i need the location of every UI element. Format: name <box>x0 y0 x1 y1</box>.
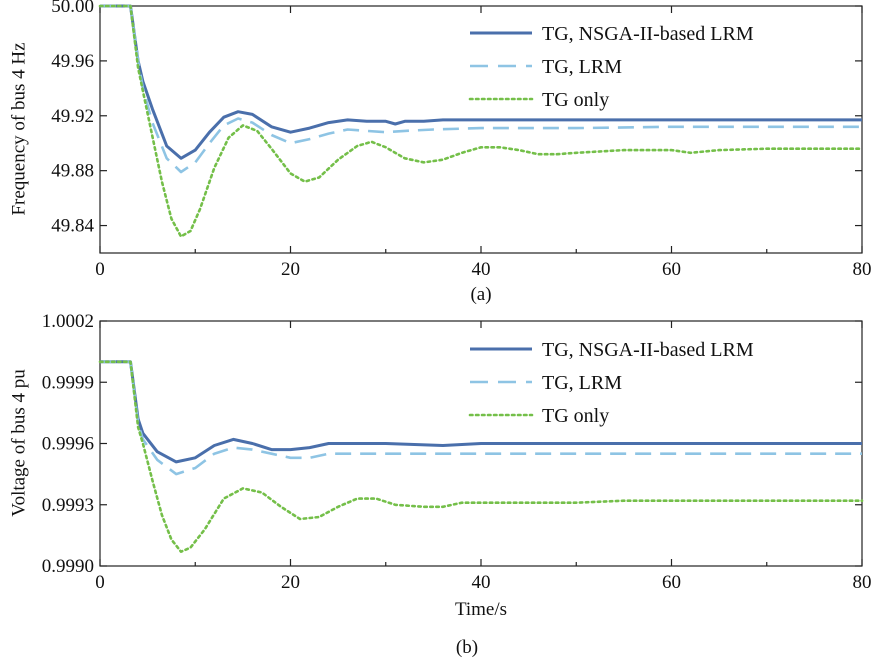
y-tick-label: 0.9996 <box>42 434 94 455</box>
caption-a: (a) <box>470 284 491 305</box>
series-line-dashed <box>100 360 862 476</box>
x-tick-label: 0 <box>95 259 105 280</box>
legend-label: TG only <box>542 405 609 427</box>
legend-b: TG, NSGA-II-based LRM TG, LRM TG only <box>468 339 754 427</box>
series-line-solid <box>100 4 862 160</box>
x-tick-label: 80 <box>853 572 872 593</box>
series-line-dashed <box>100 4 862 174</box>
legend-label: TG, LRM <box>542 372 622 394</box>
y-tick-label: 49.96 <box>51 51 94 72</box>
legend-label: TG, NSGA-II-based LRM <box>542 23 754 45</box>
series-line-solid <box>100 360 862 464</box>
legend-label: TG, NSGA-II-based LRM <box>542 339 754 361</box>
series-group-b <box>98 360 864 554</box>
y-axis-title-b: Voltage of bus 4 pu <box>8 369 29 517</box>
x-tick-label: 20 <box>281 572 300 593</box>
x-tick-label: 20 <box>281 259 300 280</box>
x-tick-label: 40 <box>472 259 491 280</box>
y-tick-label: 1.0002 <box>42 311 94 332</box>
y-tick-label: 49.88 <box>51 161 94 182</box>
y-tick-label: 0.9999 <box>42 372 94 393</box>
ticks-b: 0 20 40 60 80 1.0002 0.9999 0.9996 0.9993 0.9990 <box>42 311 872 593</box>
y-tick-label: 49.92 <box>51 106 94 127</box>
panel-b: 0 20 40 60 801.00020.99990.99960.99930.9990 … <box>8 311 871 658</box>
y-tick-label: 0.9990 <box>42 556 94 577</box>
x-tick-label: 80 <box>853 259 872 280</box>
legend-label: TG only <box>542 89 609 111</box>
x-tick-label: 60 <box>662 572 681 593</box>
y-tick-label: 49.84 <box>51 216 94 237</box>
caption-b: (b) <box>456 637 478 658</box>
x-tick-label: 40 <box>472 572 491 593</box>
y-tick-label: 0.9993 <box>42 495 94 516</box>
legend-label: TG, LRM <box>542 56 622 78</box>
x-axis-title-b: Time/s <box>455 599 507 620</box>
y-tick-label: 50.00 <box>51 0 94 17</box>
x-tick-label: 60 <box>662 259 681 280</box>
y-axis-title-a: Frequency of bus 4 Hz <box>8 42 29 215</box>
series-line-dotted <box>98 4 864 238</box>
panel-a: 0 20 40 60 80 50.00 49.96 49.92 49.88 49.84 TG, N… <box>8 0 871 305</box>
series-group-a <box>98 4 864 238</box>
legend-a: TG, NSGA-II-based LRM TG, LRM TG only <box>468 23 754 111</box>
x-tick-label: 0 <box>95 572 105 593</box>
series-line-dotted <box>98 360 864 554</box>
